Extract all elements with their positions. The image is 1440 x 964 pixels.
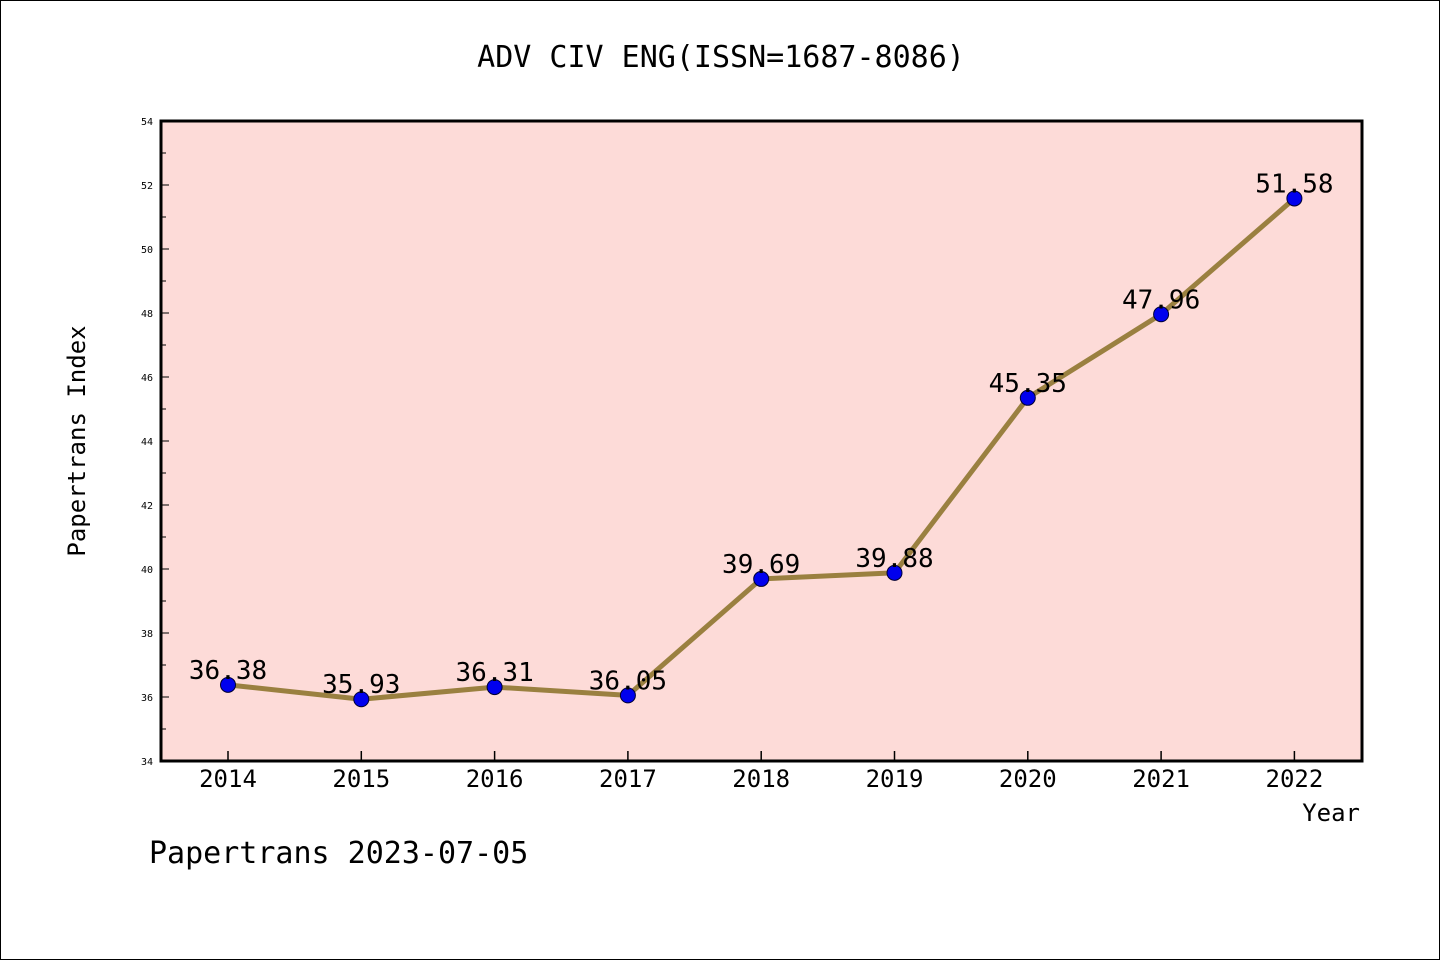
- y-tick-label: 54: [141, 117, 153, 128]
- data-point: [886, 564, 903, 581]
- data-label: 51.58: [1255, 169, 1333, 199]
- x-tick-label: 2016: [466, 765, 524, 793]
- y-tick-label: 36: [141, 693, 153, 704]
- plot-area: [159, 119, 1364, 763]
- data-point: [1019, 389, 1036, 406]
- y-axis: 34 36 38 40 42 44 46 48 50 52 54: [141, 117, 169, 768]
- data-label: 39.88: [855, 544, 933, 574]
- x-tick-label: 2021: [1132, 765, 1190, 793]
- data-label: 47.96: [1122, 285, 1200, 315]
- chart-title: ADV CIV ENG(ISSN=1687-8086): [477, 40, 965, 75]
- x-tick-label: 2018: [732, 765, 790, 793]
- data-point: [353, 691, 370, 708]
- data-point: [1153, 306, 1170, 323]
- y-tick-label: 40: [141, 565, 153, 576]
- x-tick-label: 2019: [866, 765, 924, 793]
- data-point: [753, 570, 770, 587]
- data-label: 35.93: [322, 670, 400, 700]
- y-tick-label: 44: [141, 437, 153, 448]
- x-tick-label: 2022: [1266, 765, 1324, 793]
- x-axis-label: Year: [1302, 799, 1360, 827]
- x-tick-label: 2014: [199, 765, 257, 793]
- data-point: [619, 687, 636, 704]
- data-label: 39.69: [722, 550, 800, 580]
- y-tick-label: 34: [141, 757, 153, 768]
- y-tick-label: 46: [141, 373, 153, 384]
- y-tick-label: 42: [141, 501, 153, 512]
- x-tick-label: 2015: [332, 765, 390, 793]
- y-axis-label: Papertrans Index: [63, 325, 91, 556]
- y-tick-label: 50: [141, 245, 153, 256]
- data-point: [486, 679, 503, 696]
- x-tick-label: 2020: [999, 765, 1057, 793]
- y-tick-label: 48: [141, 309, 153, 320]
- data-label: 36.31: [455, 658, 533, 688]
- data-point: [1286, 190, 1303, 207]
- data-labels: 36.38 35.93 36.31 36.05 39.69 39.88 45.35 47.96…: [189, 169, 1334, 700]
- x-tick-label: 2017: [599, 765, 657, 793]
- data-points: [220, 190, 1303, 708]
- data-label: 45.35: [989, 369, 1067, 399]
- footer-text: Papertrans 2023-07-05: [149, 836, 528, 871]
- y-tick-label: 52: [141, 181, 153, 192]
- y-tick-label: 38: [141, 629, 153, 640]
- x-axis: 2014 2015 2016 2017 2018 2019 2020 2021 2022: [199, 751, 1323, 793]
- data-point: [220, 676, 236, 693]
- data-label: 36.38: [189, 656, 267, 686]
- data-label: 36.05: [589, 666, 667, 696]
